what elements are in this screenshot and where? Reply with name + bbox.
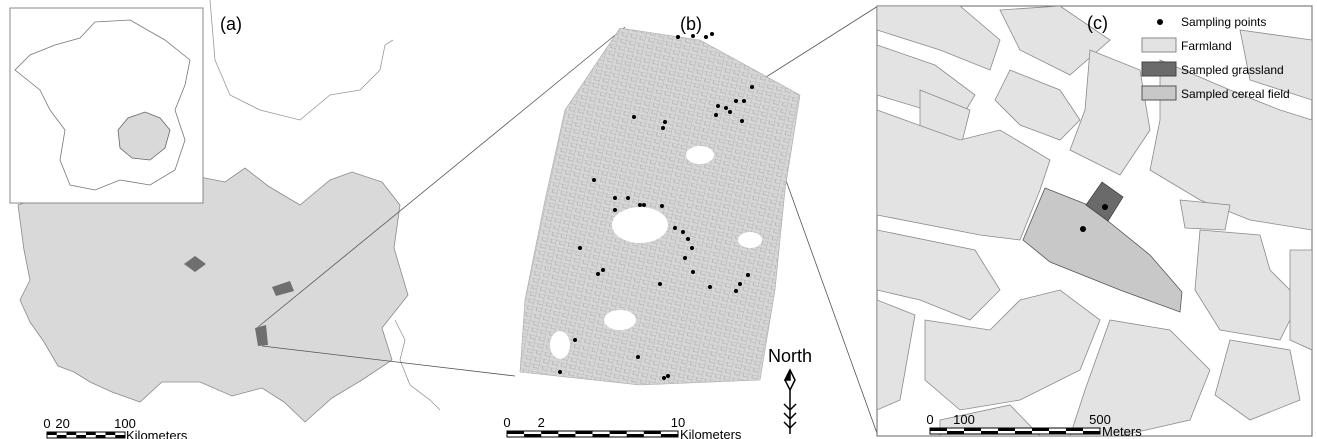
- scale-segment: [86, 432, 96, 435]
- scale-label: 100: [114, 416, 136, 431]
- sampling-point: [750, 85, 754, 89]
- scale-segment: [507, 431, 525, 434]
- scale-label: 100: [953, 412, 975, 427]
- sampling-point: [632, 115, 636, 119]
- sampling-point: [661, 126, 665, 130]
- scale-label: 0: [926, 412, 933, 427]
- scale-segment: [643, 431, 661, 434]
- sampling-point: [738, 282, 742, 286]
- sampling-point: [613, 196, 617, 200]
- scale-label: 10: [671, 415, 685, 430]
- legend: Sampling points Farmland Sampled grassla…: [1141, 15, 1290, 101]
- sampling-point: [728, 110, 732, 114]
- sampling-point: [714, 113, 718, 117]
- sampling-point: [638, 203, 642, 207]
- scale-segment: [66, 432, 77, 435]
- scale-segment: [115, 435, 125, 438]
- sampling-point: [658, 282, 662, 286]
- sampling-point: [660, 204, 664, 208]
- sampling-point: [690, 246, 694, 250]
- scale-unit: Kilometers: [126, 428, 188, 439]
- sampling-point: [724, 106, 728, 110]
- scale-unit: Kilometers: [680, 427, 742, 439]
- legend-label: Sampled cereal field: [1181, 87, 1290, 101]
- north-arrow: [783, 368, 797, 434]
- scale-segment: [76, 435, 86, 438]
- sampling-point: [681, 230, 685, 234]
- sampling-point: [716, 104, 720, 108]
- scale-label: 0: [43, 416, 50, 431]
- scale-segment: [1066, 428, 1083, 431]
- grassland: [1085, 181, 1124, 222]
- panel-c: (c) Sampling points Farmland Sampled gra…: [876, 5, 1313, 439]
- sampling-point: [592, 178, 596, 182]
- scale-unit: Meters: [1102, 424, 1142, 439]
- scale-segment: [1032, 428, 1049, 431]
- scale-segment: [524, 434, 542, 437]
- sampling-point: [596, 272, 600, 276]
- scale-segment: [95, 435, 106, 438]
- scale-segment: [609, 431, 627, 434]
- sampling-point: [642, 203, 646, 207]
- scale-label: 2: [538, 415, 545, 430]
- sampling-point: [683, 256, 687, 260]
- scale-segment: [964, 428, 981, 431]
- scale-segment: [1015, 431, 1032, 434]
- sampling-point: [673, 226, 677, 230]
- sampling-point: [734, 99, 738, 103]
- sampling-point: [676, 35, 680, 39]
- scale-segment: [541, 431, 559, 434]
- panel-label: (b): [680, 14, 702, 34]
- scale-label: 500: [1089, 412, 1111, 427]
- sampling-point: [686, 237, 690, 241]
- sampling-point: [740, 119, 744, 123]
- panel-label: (c): [1087, 13, 1108, 33]
- sampling-point: [558, 370, 562, 374]
- sampling-point: [578, 246, 582, 250]
- scale-segment: [981, 431, 998, 434]
- sampling-point: [601, 268, 605, 272]
- legend-label: Sampling points: [1181, 15, 1266, 29]
- sampling-point: [691, 270, 695, 274]
- sampling-point: [626, 196, 630, 200]
- panel-label: (a): [220, 14, 242, 34]
- sampling-point: [742, 99, 746, 103]
- legend-label: Farmland: [1181, 39, 1232, 53]
- scale-segment: [56, 435, 67, 438]
- scale-segment: [930, 428, 947, 431]
- scale-label: 0: [503, 415, 510, 430]
- sampling-point: [666, 374, 670, 378]
- region: [17, 167, 409, 423]
- scale-label: 20: [55, 416, 69, 431]
- scale-segment: [47, 432, 57, 435]
- scale-segment: [998, 428, 1015, 431]
- scale-segment: [626, 434, 644, 437]
- sampling-point: [708, 285, 712, 289]
- sampling-point: [704, 35, 708, 39]
- scale-segment: [1049, 431, 1066, 434]
- scale-segment: [592, 434, 610, 437]
- scale-segment: [947, 431, 964, 434]
- legend-label: Sampled grassland: [1181, 63, 1284, 77]
- scale-segment: [105, 432, 116, 435]
- north-label: North: [768, 346, 812, 366]
- cereal-field: [1022, 187, 1183, 313]
- sampling-point: [663, 120, 667, 124]
- sampling-point: [573, 338, 577, 342]
- sampling-point: [613, 208, 617, 212]
- sampling-point: [636, 355, 640, 359]
- sampling-point: [734, 289, 738, 293]
- scale-segment: [558, 434, 576, 437]
- sampling-point: [710, 32, 714, 36]
- scale-segment: [660, 434, 678, 437]
- scale-segment: [1083, 431, 1100, 434]
- sampling-point: [662, 376, 666, 380]
- scale-segment: [575, 431, 593, 434]
- sampling-point: [746, 273, 750, 277]
- sampling-point: [691, 34, 695, 38]
